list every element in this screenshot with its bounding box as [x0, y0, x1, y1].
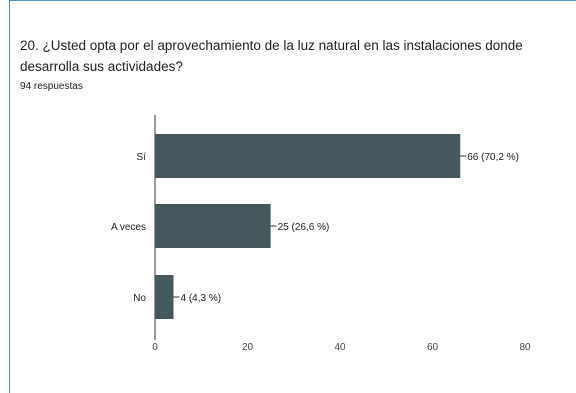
bar [155, 134, 461, 178]
x-tick-label: 20 [242, 342, 254, 353]
x-tick-label: 80 [519, 342, 531, 353]
x-tick-label: 40 [334, 342, 346, 353]
x-tick-label: 0 [152, 342, 158, 353]
data-label: 25 (26,6 %) [278, 222, 330, 233]
data-label: 66 (70,2 %) [467, 152, 519, 163]
category-label: Sí [137, 152, 147, 163]
x-tick-label: 60 [427, 342, 439, 353]
category-label: A veces [111, 222, 146, 233]
question-card: 20. ¿Usted opta por el aprovechamiento d… [9, 0, 576, 393]
response-count: 94 respuestas [20, 81, 83, 92]
bar [155, 204, 271, 248]
bar [155, 275, 174, 319]
category-label: No [133, 293, 146, 304]
data-label: 4 (4,3 %) [181, 293, 222, 304]
question-title: 20. ¿Usted opta por el aprovechamiento d… [20, 38, 523, 74]
